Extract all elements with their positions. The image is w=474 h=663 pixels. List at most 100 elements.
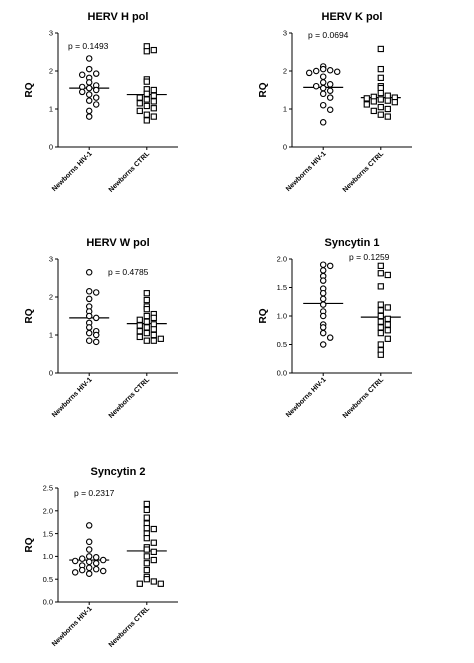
data-point-circle [85,312,93,320]
data-point-circle [312,82,320,90]
data-point-square [377,270,384,277]
data-point-square [377,89,384,97]
data-point-circle [305,69,313,77]
series-1 [303,261,344,348]
data-point-circle [85,79,93,86]
series-2 [360,262,401,358]
data-point-circle [319,267,327,274]
y-tick-label: 3 [49,255,53,264]
data-point-square [377,351,384,358]
y-tick-label: 2 [49,293,53,302]
p-value-annotation: p = 0.0694 [308,30,349,40]
data-point-circle [326,66,334,74]
data-point-square [377,318,384,325]
data-point-square [377,45,384,53]
y-tick-label: 0 [49,369,53,378]
data-point-square [143,102,150,110]
data-point-square [143,290,150,297]
data-point-circle [326,334,334,341]
y-tick-label: 1.0 [277,312,287,321]
data-point-square [377,341,384,348]
data-point-circle [92,70,100,77]
data-point-square [136,316,143,323]
data-point-circle [85,91,93,98]
x-tick-label: Newborns CTRL [342,150,386,194]
data-point-square [143,560,150,567]
data-point-circle [85,65,93,73]
data-point-square [150,539,157,546]
data-point-circle [319,84,327,92]
y-tick-label: 1.5 [277,283,287,292]
data-point-square [143,535,150,542]
data-point-circle [71,569,79,576]
data-point-square [143,329,150,337]
data-point-square [143,48,150,55]
data-point-circle [78,71,86,79]
data-point-circle [85,295,93,303]
series-2 [360,45,401,120]
p-value-annotation: p = 0.4785 [108,267,149,277]
x-tick-label: Newborns CTRL [108,150,152,194]
series-1 [69,269,110,346]
p-value-annotation: p = 0.2317 [74,488,115,498]
data-point-circle [85,269,93,276]
data-point-circle [85,55,93,62]
data-point-square [377,74,384,81]
series-2 [126,500,167,587]
data-point-square [136,94,143,101]
data-point-circle [319,90,327,98]
data-point-square [377,262,384,269]
data-point-circle [319,324,327,331]
data-point-square [143,78,150,85]
panel-1: HERV H pol RQ 0 1 2 3 Newborns HIV-1 Newborns C… [24,11,178,194]
data-point-square [377,307,384,314]
data-point-circle [92,101,100,108]
data-point-square [157,335,164,342]
data-point-square [150,578,157,585]
data-point-circle [85,329,93,337]
data-point-circle [319,295,327,303]
y-tick-label: 0 [283,143,287,152]
data-point-circle [319,261,327,268]
y-tick-label: 3 [49,29,53,38]
data-point-circle [92,565,100,573]
data-point-circle [85,324,93,331]
y-tick-label: 0 [49,143,53,152]
y-tick-label: 2.5 [43,484,53,493]
data-point-circle [78,555,86,562]
data-point-circle [92,338,100,346]
panel-4: Syncytin 1 RQ 0.0 0.5 1.0 1.5 2.0 Newborns HIV-… [258,237,412,420]
data-point-circle [319,73,327,80]
data-point-square [143,306,150,313]
data-point-circle [85,553,93,560]
data-point-square [143,324,150,331]
data-point-square [370,107,377,115]
data-point-square [384,105,391,113]
data-point-square [150,86,157,94]
panel-title: Syncytin 2 [90,466,145,478]
data-point-circle [319,341,327,348]
data-point-circle [92,559,100,567]
y-tick-label: 2.0 [43,507,53,516]
data-point-square [136,328,143,335]
data-point-circle [333,68,341,76]
data-point-square [377,312,384,320]
y-tick-label: 1.5 [43,529,53,538]
panel-2: HERV K pol RQ 0 1 2 3 Newborns HIV-1 Newborns C… [258,11,412,194]
y-tick-label: 1 [283,105,287,114]
y-tick-label: 3 [283,29,287,38]
data-point-circle [85,113,93,120]
data-point-square [143,117,150,124]
data-point-square [157,580,164,587]
data-point-square [143,576,150,583]
data-point-square [150,314,157,322]
y-tick-label: 0.0 [277,369,287,378]
data-point-square [384,315,391,322]
data-point-square [377,111,384,118]
x-tick-label: Newborns HIV-1 [285,376,328,419]
data-point-circle [92,331,100,339]
data-point-square [136,580,143,587]
data-point-square [136,100,143,107]
data-point-square [377,324,384,331]
